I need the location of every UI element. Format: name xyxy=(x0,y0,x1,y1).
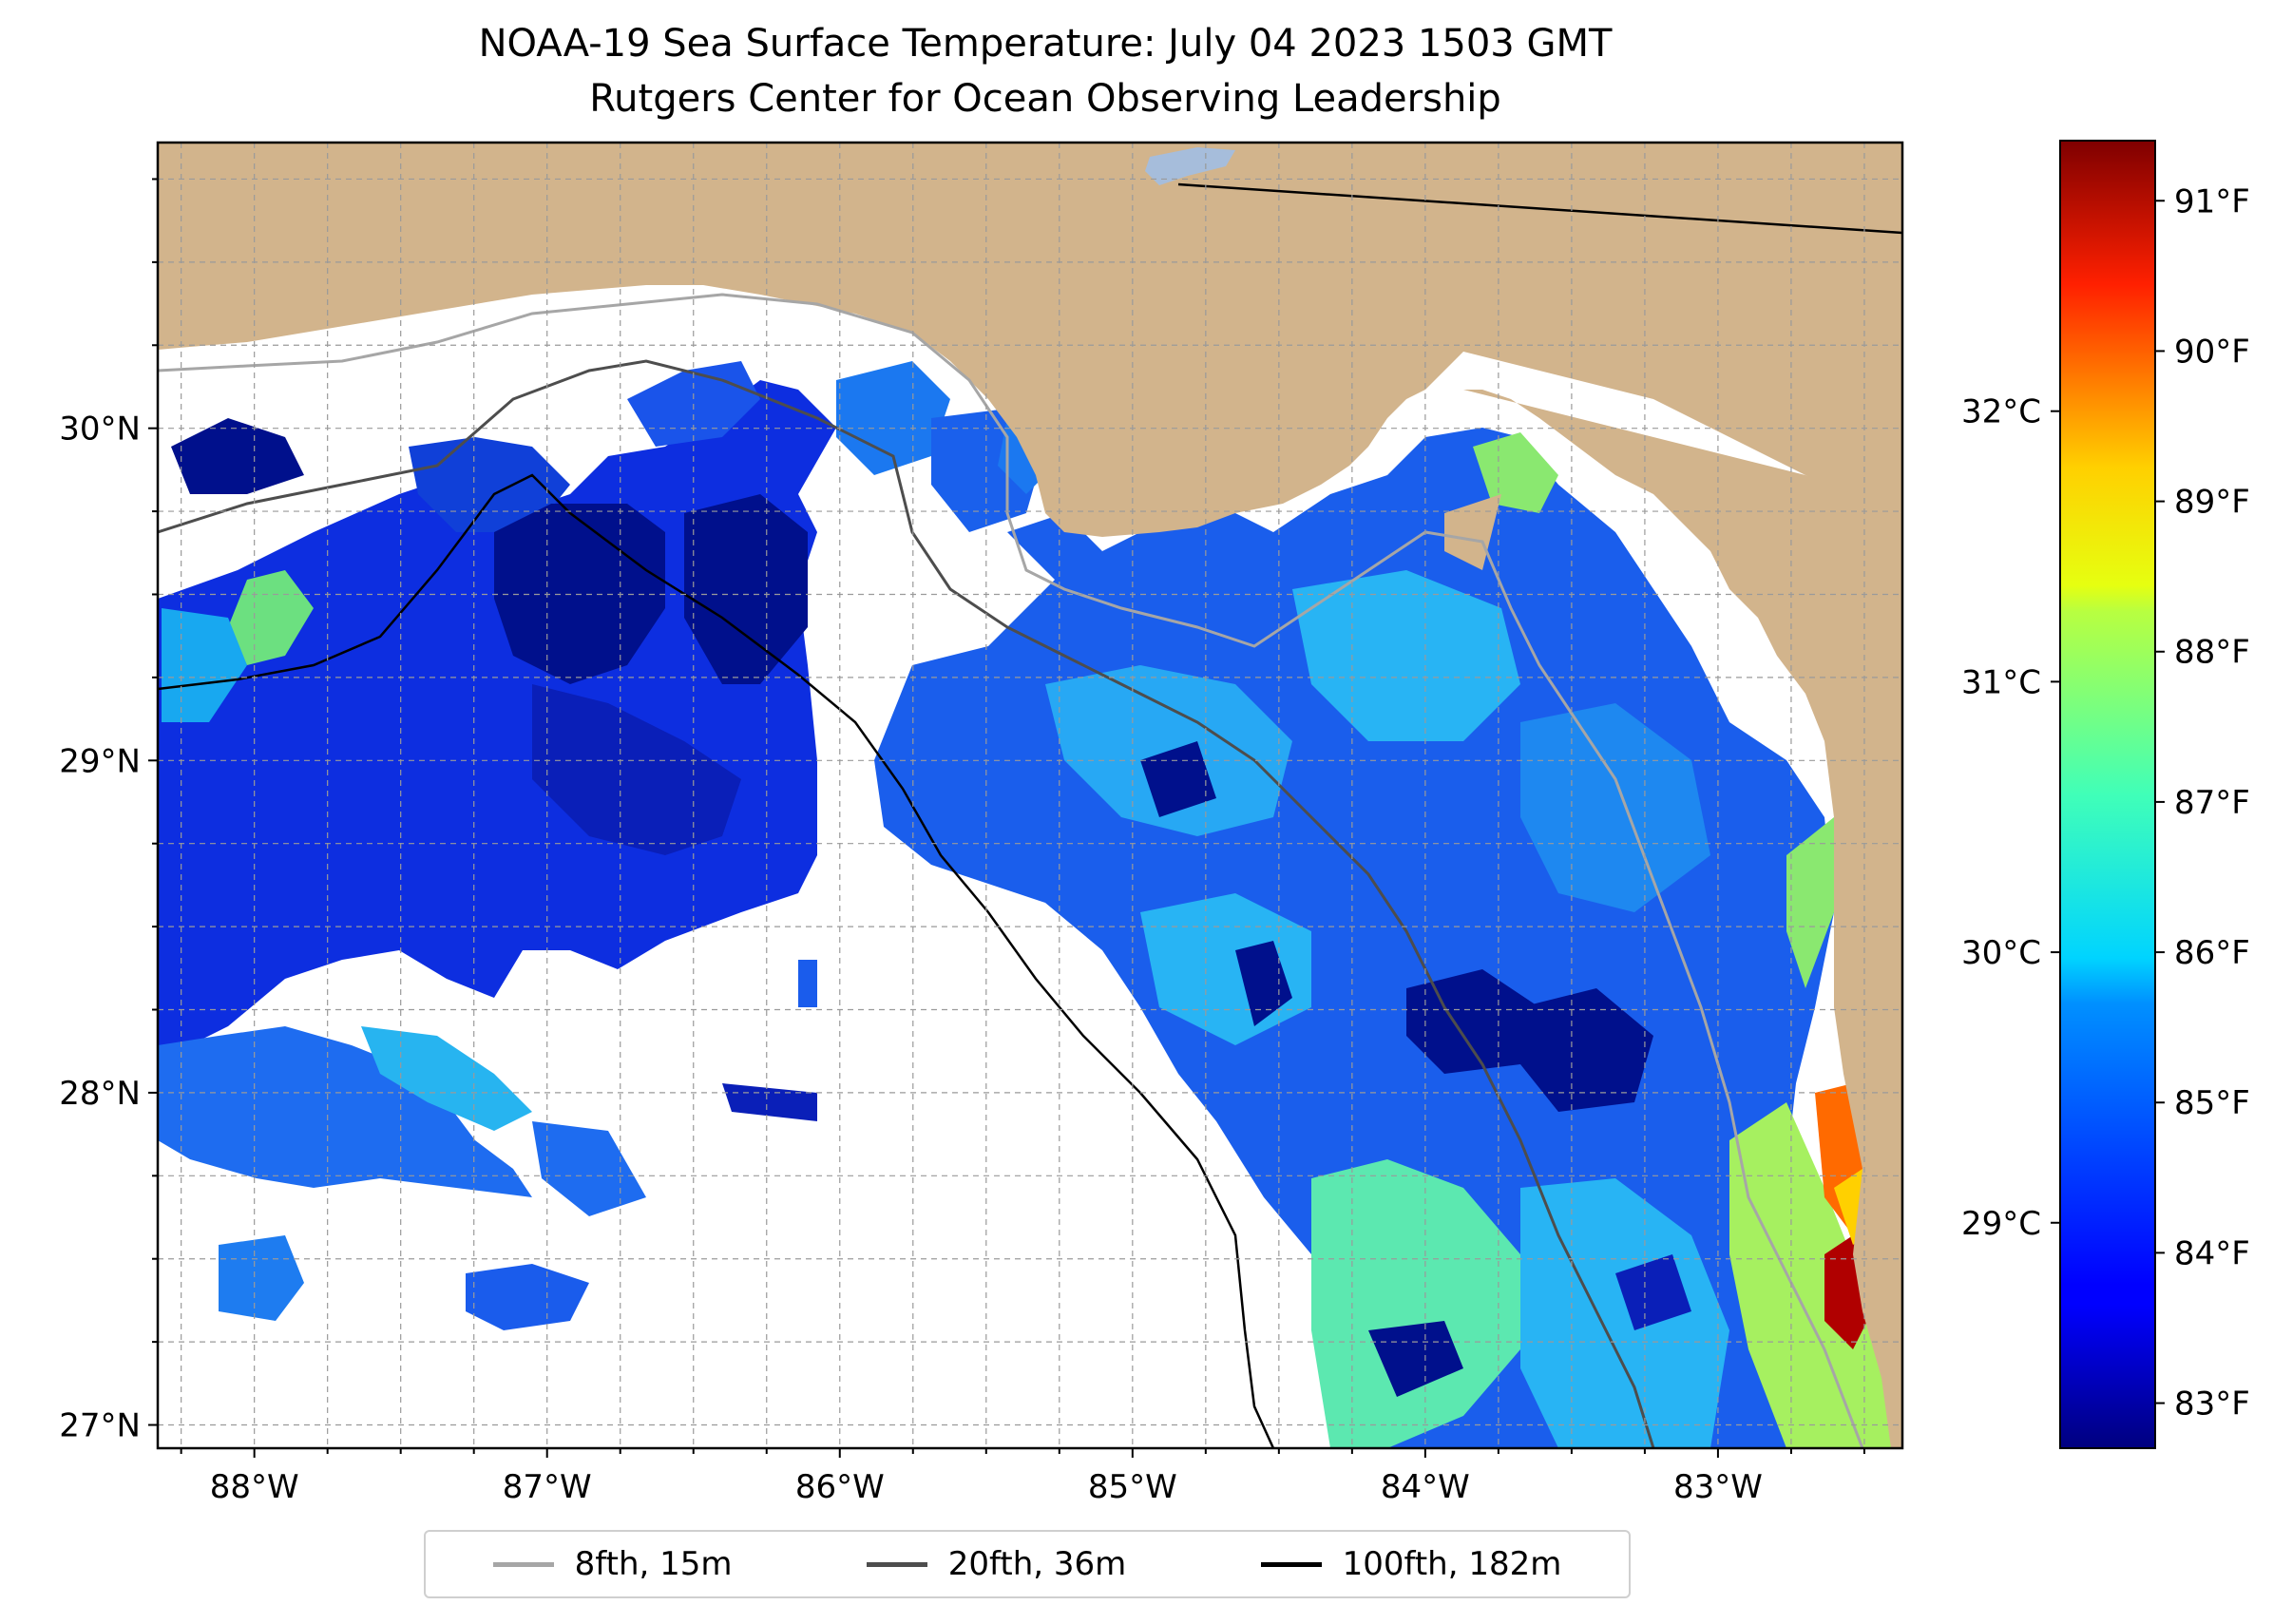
lat-axis: 30°N 29°N 28°N 27°N xyxy=(59,178,158,1445)
gridlines xyxy=(158,143,1902,1448)
map-panel xyxy=(158,143,1902,1448)
contour-8fth xyxy=(158,293,1864,1448)
colorbar-c-label: 32°C xyxy=(1961,393,2041,431)
lon-tick-label: 84°W xyxy=(1381,1468,1470,1506)
map-frame xyxy=(156,141,1904,1450)
state-border xyxy=(1177,182,1902,235)
colorbar-c-label: 31°C xyxy=(1961,663,2041,701)
lat-tick-label: 27°N xyxy=(59,1407,141,1445)
legend-item-8fth: 8fth, 15m xyxy=(492,1545,733,1583)
legend-label-8fth: 8fth, 15m xyxy=(574,1545,733,1583)
legend-swatch-100fth xyxy=(1260,1561,1322,1567)
colorbar-c-label: 29°C xyxy=(1961,1205,2041,1243)
lat-tick-label: 29°N xyxy=(59,742,141,780)
lon-tick-label: 86°W xyxy=(795,1468,885,1506)
colorbar-f-label: 88°F xyxy=(2174,634,2250,672)
colorbar-f-label: 86°F xyxy=(2174,934,2250,972)
colorbar-f-label: 89°F xyxy=(2174,484,2250,522)
colorbar-f-label: 83°F xyxy=(2174,1385,2250,1423)
contour-20fth xyxy=(158,359,1655,1448)
colorbar-celsius-axis: 32°C 31°C 30°C 29°C xyxy=(1961,393,2060,1243)
colorbar-fahrenheit-axis: 91°F 90°F 89°F 88°F 87°F 86°F 85°F 84°F 83°F xyxy=(2155,182,2250,1423)
colorbar-f-label: 85°F xyxy=(2174,1084,2250,1122)
map-subtitle: Rutgers Center for Ocean Observing Leade… xyxy=(589,77,1501,121)
legend-swatch-20fth xyxy=(866,1561,927,1567)
map-title: NOAA-19 Sea Surface Temperature: July 04… xyxy=(478,22,1613,66)
lat-tick-label: 30°N xyxy=(59,411,141,449)
legend-label-100fth: 100fth, 182m xyxy=(1342,1545,1562,1583)
sst-field-east xyxy=(874,409,1891,1448)
colorbar xyxy=(2059,140,2156,1449)
lake xyxy=(1145,147,1235,185)
legend-item-100fth: 100fth, 182m xyxy=(1260,1545,1562,1583)
legend-item-20fth: 20fth, 36m xyxy=(866,1545,1127,1583)
colorbar-f-label: 87°F xyxy=(2174,784,2250,822)
lon-axis: 88°W 87°W 86°W 85°W 84°W 83°W xyxy=(180,1448,1865,1506)
lon-tick-label: 88°W xyxy=(210,1468,299,1506)
colorbar-f-label: 90°F xyxy=(2174,333,2250,371)
lon-tick-label: 83°W xyxy=(1673,1468,1763,1506)
legend-swatch-8fth xyxy=(492,1561,554,1567)
legend-label-20fth: 20fth, 36m xyxy=(947,1545,1127,1583)
lat-tick-label: 28°N xyxy=(59,1075,141,1113)
colorbar-f-label: 91°F xyxy=(2174,182,2250,220)
lon-tick-label: 87°W xyxy=(503,1468,592,1506)
lon-tick-label: 85°W xyxy=(1088,1468,1177,1506)
colorbar-c-label: 30°C xyxy=(1961,934,2041,972)
contour-legend: 8fth, 15m 20fth, 36m 100fth, 182m xyxy=(424,1530,1631,1598)
contour-100fth xyxy=(158,473,1275,1448)
colorbar-f-label: 84°F xyxy=(2174,1234,2250,1272)
